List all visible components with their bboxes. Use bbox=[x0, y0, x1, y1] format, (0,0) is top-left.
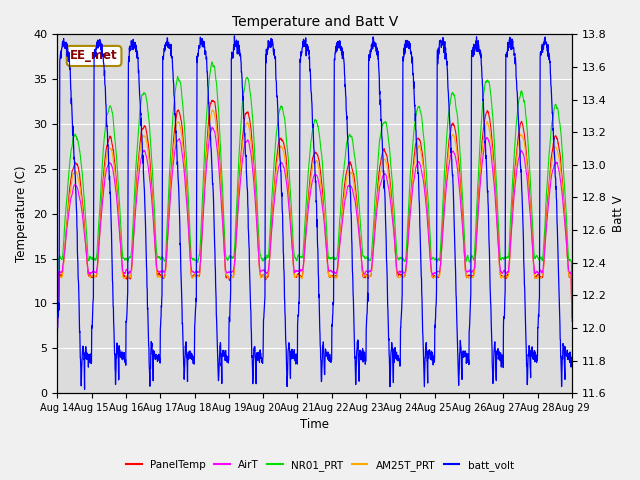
Y-axis label: Batt V: Batt V bbox=[612, 195, 625, 232]
Text: EE_met: EE_met bbox=[70, 49, 118, 62]
Legend: PanelTemp, AirT, NR01_PRT, AM25T_PRT, batt_volt: PanelTemp, AirT, NR01_PRT, AM25T_PRT, ba… bbox=[122, 456, 518, 475]
Title: Temperature and Batt V: Temperature and Batt V bbox=[232, 15, 397, 29]
Y-axis label: Temperature (C): Temperature (C) bbox=[15, 166, 28, 262]
X-axis label: Time: Time bbox=[300, 419, 329, 432]
